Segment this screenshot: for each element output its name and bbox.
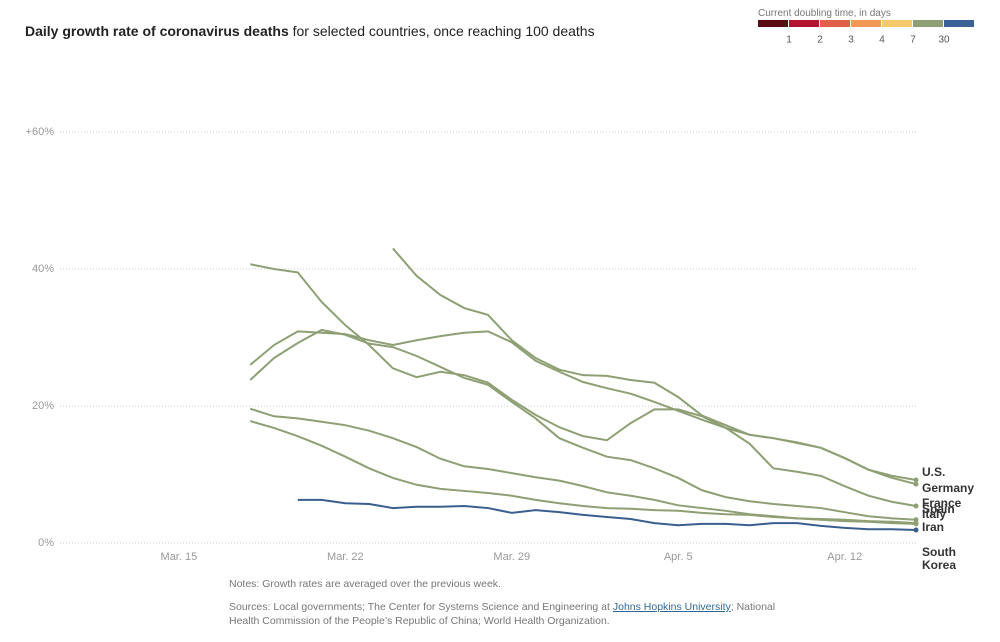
x-tick-label: Apr. 5	[664, 551, 693, 563]
series-label: France	[922, 496, 962, 510]
legend-title: Current doubling time, in days	[758, 8, 891, 19]
series-label: Spain	[922, 502, 955, 516]
sources-text: ; National Health Commission of the Peop…	[229, 601, 776, 627]
series-line	[392, 247, 917, 481]
chart-title: Daily growth rate of coronavirus deaths	[25, 23, 289, 39]
end-point	[913, 527, 919, 533]
y-tick-label: 40%	[32, 263, 54, 275]
title-block: Daily growth rate of coronavirus deaths …	[25, 23, 595, 39]
end-point	[913, 477, 919, 483]
y-tick-label: 0%	[38, 537, 54, 549]
sources-text: Sources: Local governments; The Center f…	[229, 601, 610, 613]
series-label: Iran	[922, 520, 945, 534]
y-tick-label: +60%	[26, 126, 55, 138]
legend-swatch	[789, 20, 819, 27]
series-line	[297, 498, 917, 531]
series-label: Italy	[922, 507, 947, 521]
legend-swatch	[882, 20, 912, 27]
legend-swatch	[758, 20, 788, 27]
legend-label: 4	[879, 35, 885, 46]
sources: Sources: Local governments; The Center f…	[229, 600, 789, 628]
legend-swatch	[820, 20, 850, 27]
legend-label: 7	[910, 35, 916, 46]
end-point	[913, 517, 919, 523]
series-label: South Korea	[922, 545, 957, 572]
series-label: Germany	[922, 481, 975, 495]
legend-label: 30	[938, 35, 950, 46]
series-line	[250, 263, 917, 507]
x-tick-label: Mar. 15	[161, 551, 198, 563]
legend-swatch	[944, 20, 974, 27]
legend-swatch	[851, 20, 881, 27]
x-tick-label: Apr. 12	[827, 551, 862, 563]
y-tick-label: 20%	[32, 400, 54, 412]
end-point	[913, 481, 919, 487]
sources-link[interactable]: Johns Hopkins University	[612, 601, 731, 613]
series-line	[249, 420, 917, 525]
end-point	[913, 503, 919, 509]
x-tick-label: Mar. 22	[327, 551, 364, 563]
series-line	[249, 330, 917, 486]
notes: Notes: Growth rates are averaged over th…	[229, 578, 501, 590]
series-label: U.S.	[922, 465, 946, 479]
legend-label: 2	[817, 35, 823, 46]
series-line	[249, 328, 917, 521]
chart-subtitle: for selected countries, once reaching 10…	[292, 23, 595, 39]
end-point	[913, 521, 919, 527]
legend-label: 3	[848, 35, 854, 46]
x-tick-label: Mar. 29	[493, 551, 530, 563]
legend-swatch	[913, 20, 943, 27]
legend-label: 1	[786, 35, 792, 46]
